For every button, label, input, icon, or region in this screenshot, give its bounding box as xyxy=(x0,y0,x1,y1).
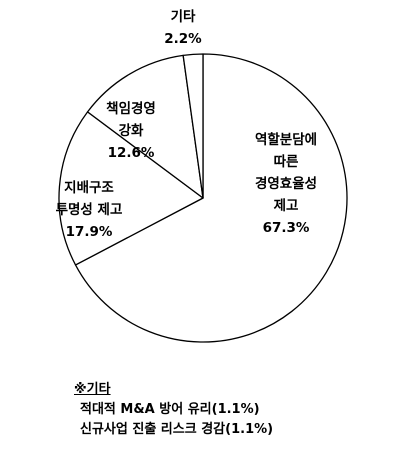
slice-name-line: 강화 xyxy=(119,122,144,139)
slice-value-label: 12.6% xyxy=(108,145,155,161)
slice-name-line: 투명성 제고 xyxy=(56,201,123,218)
pie-slice xyxy=(74,53,348,343)
footnote: ※기타 적대적 M&A 방어 유리(1.1%) 신규사업 진출 리스크 경감(1… xyxy=(74,380,273,440)
slice-value-label: 2.2% xyxy=(164,31,202,47)
slice-name-line: 책임경영 xyxy=(106,100,156,117)
slice-name-line: 경영효율성 xyxy=(255,175,317,192)
slice-value-label: 17.9% xyxy=(66,224,113,240)
slice-label: 기타 2.2% xyxy=(164,9,202,47)
footnote-item: 신규사업 진출 리스크 경감(1.1%) xyxy=(80,422,274,437)
pie-slice xyxy=(58,111,204,266)
footnote-title: ※기타 xyxy=(74,382,111,397)
pie-slices xyxy=(58,53,348,343)
slice-name-line: 기타 xyxy=(171,9,196,25)
pie-slice xyxy=(86,54,204,199)
footnote-item: 적대적 M&A 방어 유리(1.1%) xyxy=(80,402,260,417)
slice-name-line: 제고 xyxy=(274,198,299,214)
slice-value-label: 67.3% xyxy=(263,220,310,236)
slice-name-line: 지배구조 xyxy=(64,180,114,196)
slice-name-line: 따른 xyxy=(274,154,299,170)
pie-slice xyxy=(182,53,204,199)
slice-name-line: 역할분담에 xyxy=(255,131,317,148)
